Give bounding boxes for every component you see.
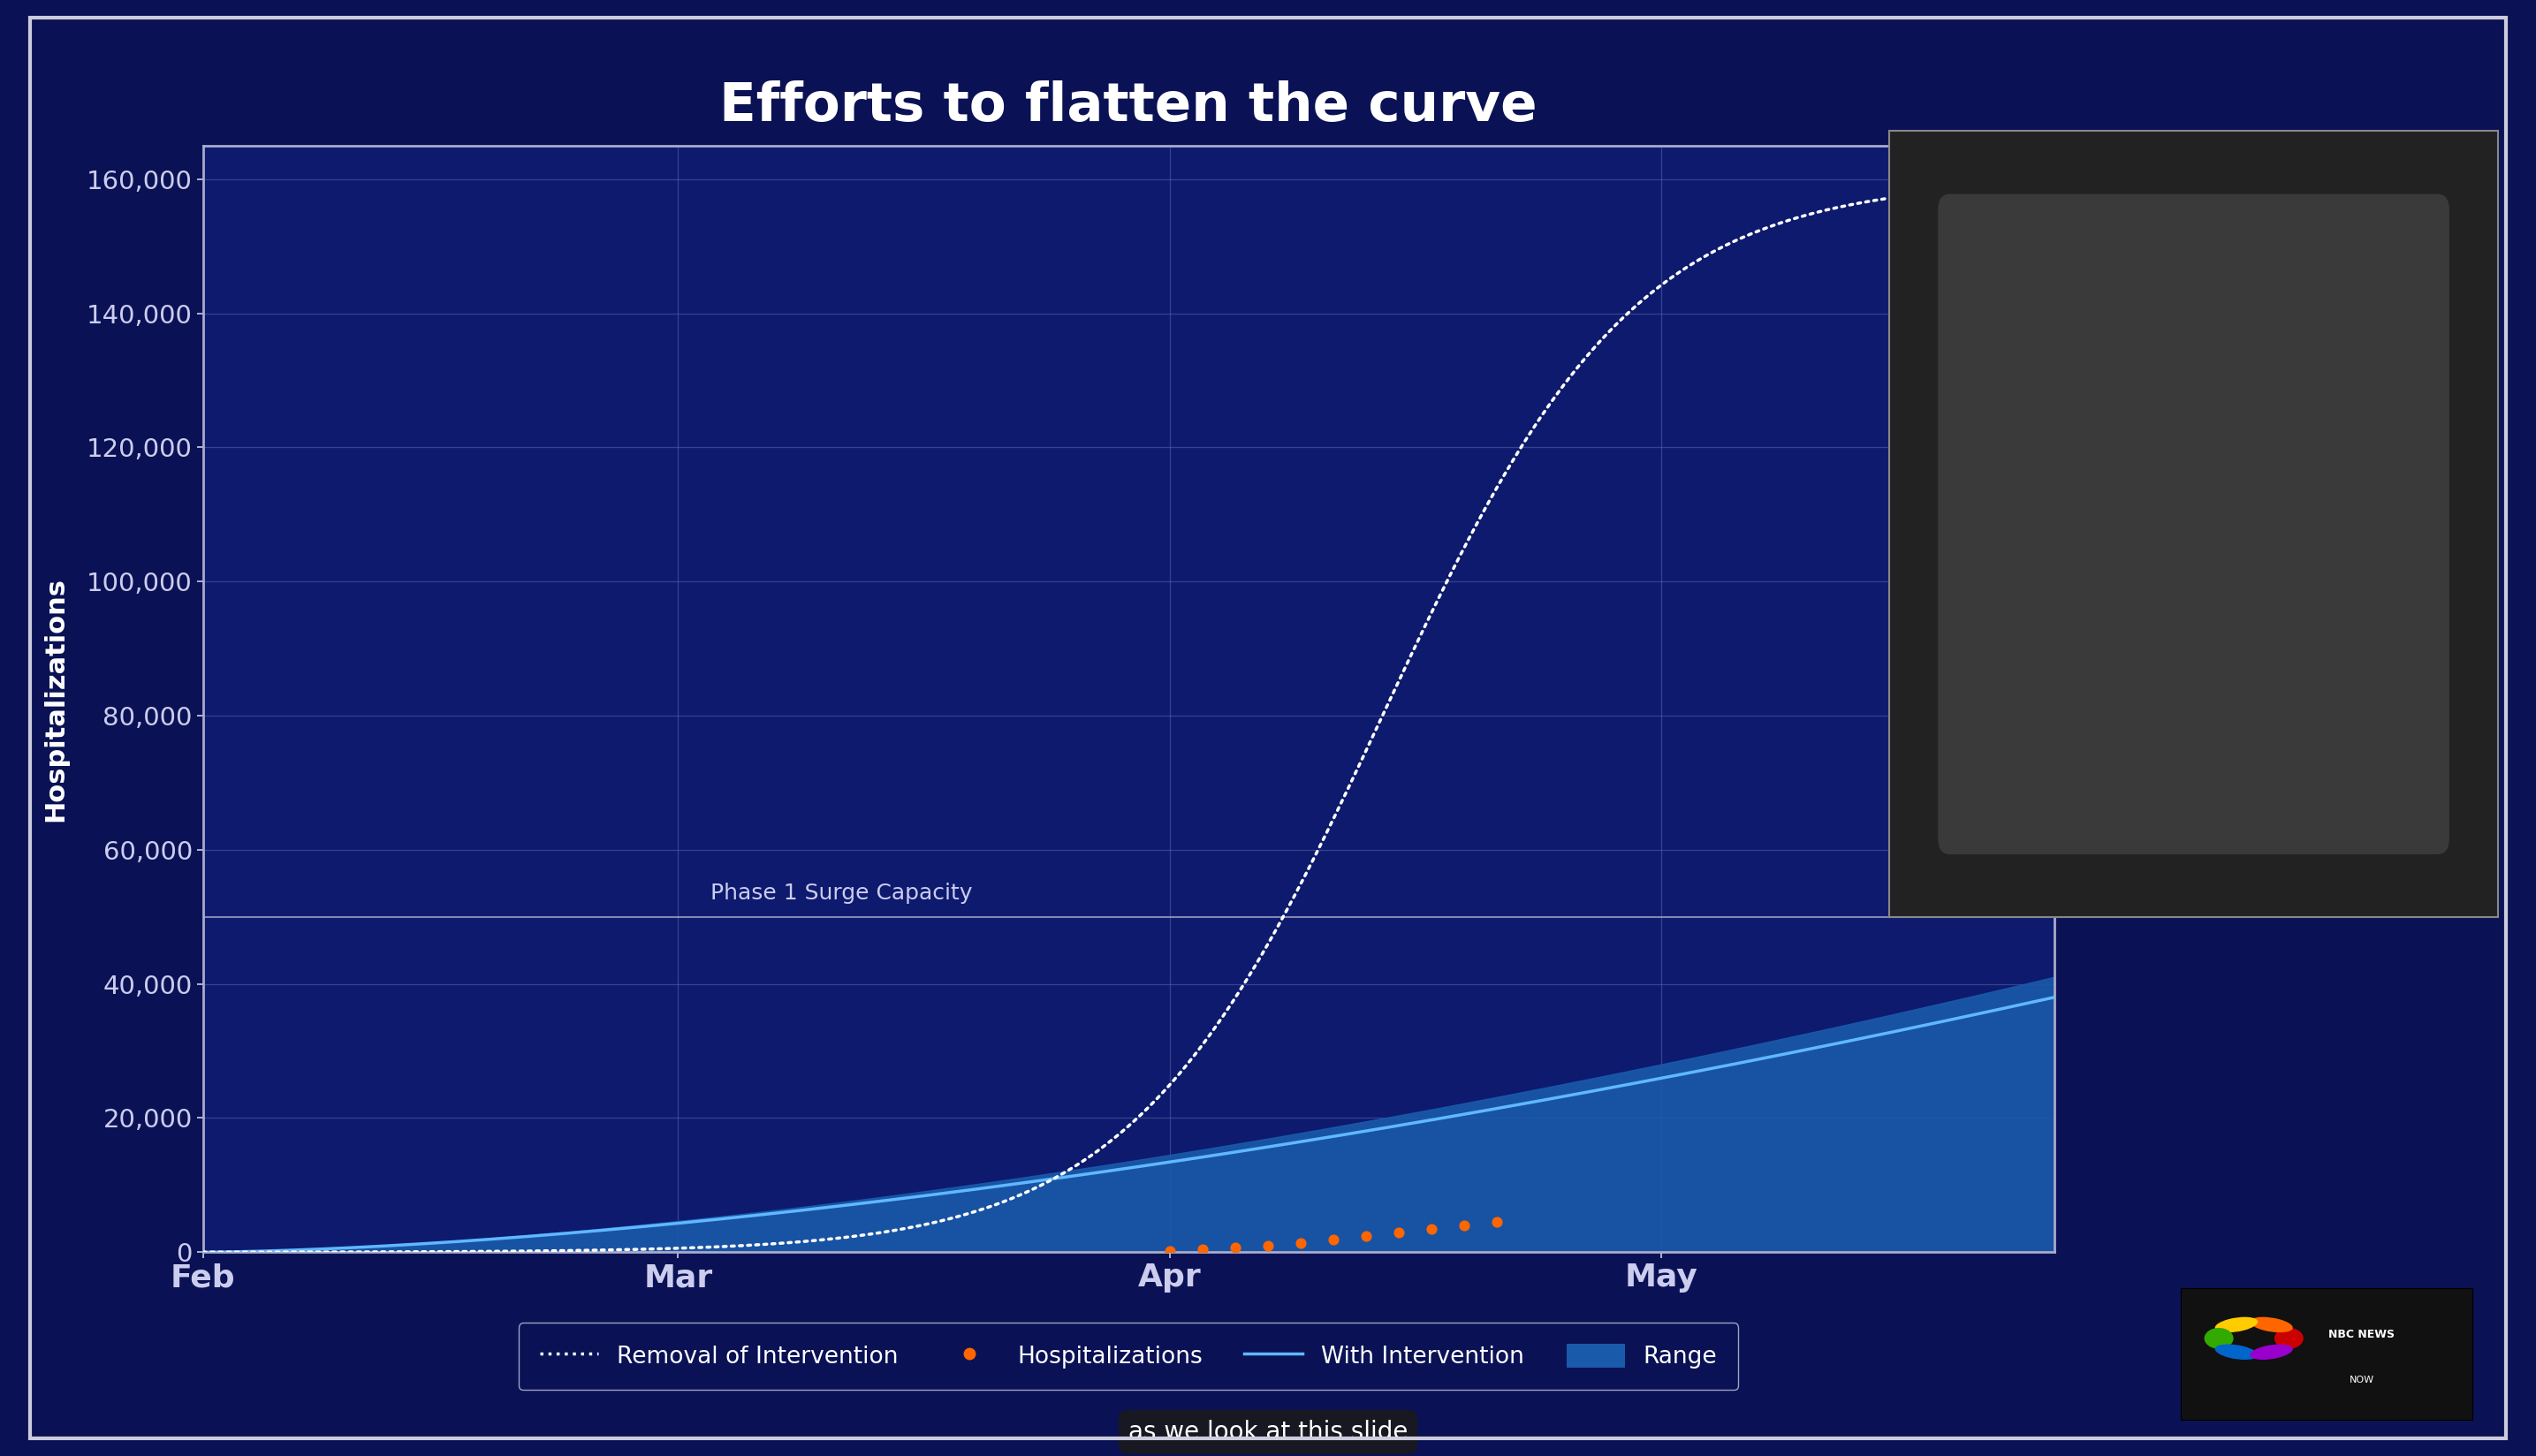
Ellipse shape [2214, 1318, 2257, 1332]
Text: NOW: NOW [2348, 1376, 2374, 1385]
Ellipse shape [2275, 1328, 2303, 1348]
Point [1443, 1214, 1484, 1238]
Point [1314, 1227, 1354, 1251]
Ellipse shape [2204, 1328, 2234, 1348]
Text: as we look at this slide: as we look at this slide [1129, 1420, 1407, 1444]
Title: Efforts to flatten the curve: Efforts to flatten the curve [720, 80, 1537, 132]
Point [1413, 1217, 1453, 1241]
Point [1248, 1233, 1288, 1257]
Point [1347, 1224, 1387, 1248]
Point [1476, 1210, 1517, 1233]
Ellipse shape [2249, 1318, 2293, 1332]
Text: NBC NEWS: NBC NEWS [2328, 1329, 2394, 1340]
Point [1380, 1220, 1420, 1243]
Text: Phase 1 Surge Capacity: Phase 1 Surge Capacity [710, 882, 974, 903]
Point [1215, 1236, 1255, 1259]
Point [1149, 1239, 1189, 1262]
FancyBboxPatch shape [1938, 194, 2450, 855]
Ellipse shape [2214, 1344, 2257, 1360]
Point [1281, 1232, 1321, 1255]
Point [1182, 1238, 1222, 1261]
Legend: Removal of Intervention, Hospitalizations, With Intervention, Range: Removal of Intervention, Hospitalization… [520, 1324, 1737, 1390]
Ellipse shape [2249, 1344, 2293, 1360]
Y-axis label: Hospitalizations: Hospitalizations [43, 577, 68, 821]
